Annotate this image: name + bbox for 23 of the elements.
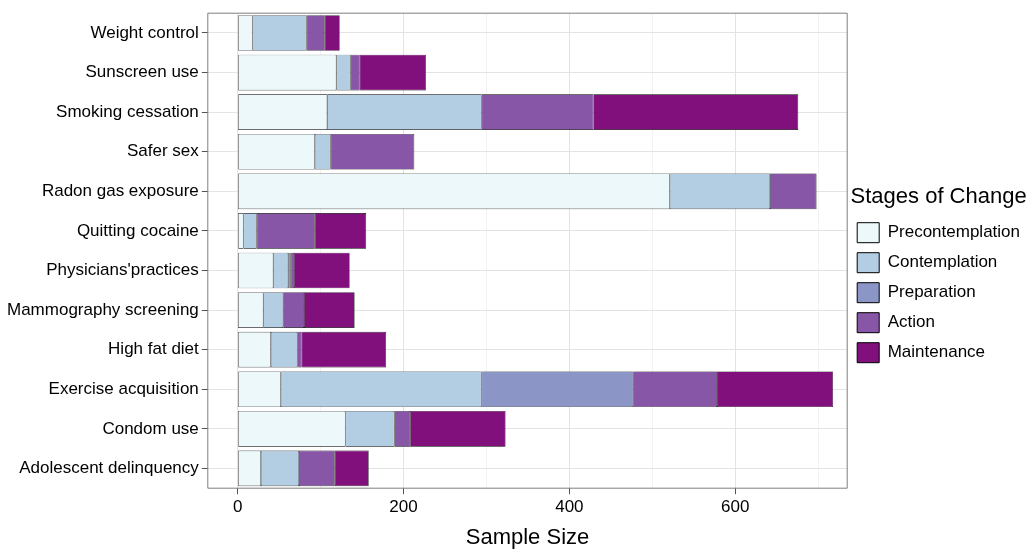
y-tick-label: Mammography screening bbox=[6, 299, 199, 319]
x-tick-label: 200 bbox=[389, 497, 418, 517]
y-tick-label: Quitting cocaine bbox=[76, 220, 199, 240]
y-tick-label: High fat diet bbox=[108, 339, 200, 359]
y-tick-label: Sunscreen use bbox=[85, 62, 199, 82]
y-tick-label: Physicians'practices bbox=[46, 260, 199, 280]
x-tick-label: 0 bbox=[232, 497, 243, 517]
y-tick-label: Weight control bbox=[90, 22, 199, 42]
x-tick-label: 600 bbox=[721, 497, 750, 517]
y-tick-label: Adolescent delinquency bbox=[19, 458, 200, 478]
y-tick-label: Exercise acquisition bbox=[48, 378, 199, 398]
y-tick-label: Radon gas exposure bbox=[41, 181, 199, 201]
y-tick-label: Smoking cessation bbox=[56, 101, 199, 121]
x-axis-title: Sample Size bbox=[465, 523, 590, 549]
legend-label: Precontemplation bbox=[887, 222, 1021, 242]
legend-label: Preparation bbox=[887, 282, 976, 302]
x-tick-label: 400 bbox=[555, 497, 584, 517]
legend-label: Maintenance bbox=[887, 342, 986, 362]
legend-title: Stages of Change bbox=[850, 183, 1027, 209]
y-tick-label: Condom use bbox=[102, 418, 199, 438]
legend-label: Action bbox=[887, 312, 935, 332]
legend-label: Contemplation bbox=[887, 252, 998, 272]
y-tick-label: Safer sex bbox=[126, 141, 200, 161]
